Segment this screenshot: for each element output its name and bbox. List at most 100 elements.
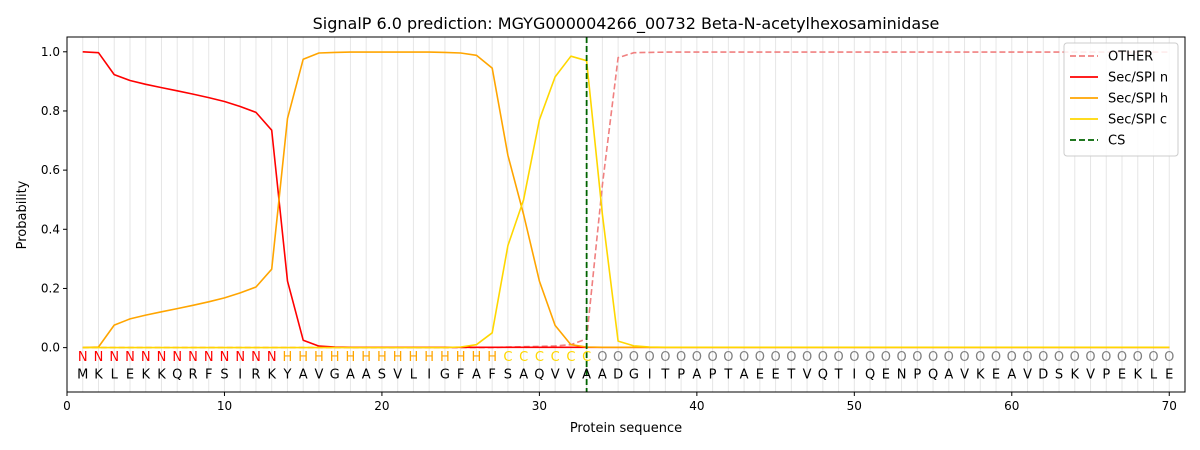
region-label: O (1164, 350, 1174, 365)
residue-label: A (346, 368, 355, 383)
legend-box (1063, 42, 1179, 157)
residue-label: K (976, 368, 985, 383)
residue-label: G (440, 368, 450, 383)
region-label: O (1022, 350, 1032, 365)
region-label: O (975, 350, 985, 365)
region-label: H (393, 350, 403, 365)
residue-label: Q (928, 368, 938, 383)
region-label: O (912, 350, 922, 365)
residue-label: F (457, 368, 464, 383)
region-label: O (849, 350, 859, 365)
region-label: C (519, 350, 528, 365)
legend: OTHER Sec/SPI n Sec/SPI h Sec/SPI c CS (1063, 42, 1179, 157)
residue-label: K (94, 368, 103, 383)
residue-label: T (723, 368, 732, 383)
region-label: H (472, 350, 482, 365)
y-tick-label: 0.2 (41, 281, 60, 295)
region-label: O (1054, 350, 1064, 365)
residue-label: S (1055, 368, 1063, 383)
region-label: O (786, 350, 796, 365)
residue-label: K (1071, 368, 1080, 383)
region-label: O (629, 350, 639, 365)
plot-frame (66, 36, 1186, 393)
residue-label: E (1118, 368, 1126, 383)
region-label: O (613, 350, 623, 365)
region-label: O (1117, 350, 1127, 365)
region-label: O (896, 350, 906, 365)
residue-label: R (251, 368, 260, 383)
series-lines (82, 51, 1170, 349)
residue-label: K (157, 368, 166, 383)
residue-label: S (378, 368, 386, 383)
residue-label: P (913, 368, 921, 383)
region-label: O (660, 350, 670, 365)
y-tick-label: 0.6 (41, 163, 60, 177)
residue-label: E (756, 368, 764, 383)
region-label: H (424, 350, 434, 365)
region-label: O (739, 350, 749, 365)
x-tick-label: 30 (532, 399, 547, 413)
series-line-sec-spi-n (82, 51, 1170, 349)
residue-label: I (427, 368, 431, 383)
region-label: N (125, 350, 135, 365)
region-label: O (1133, 350, 1143, 365)
region-label: O (991, 350, 1001, 365)
region-label: O (1101, 350, 1111, 365)
residue-label: T (786, 368, 795, 383)
region-label: O (928, 350, 938, 365)
residue-label: M (77, 368, 88, 383)
residue-label: A (740, 368, 749, 383)
y-axis-label: Probability (15, 180, 30, 249)
x-tick-label: 0 (63, 399, 71, 413)
residue-label: V (551, 368, 560, 383)
series-line-sec-spi-h (82, 51, 1170, 349)
residue-label: V (960, 368, 969, 383)
residue-label: A (598, 368, 607, 383)
region-label: N (267, 350, 277, 365)
region-label: O (1007, 350, 1017, 365)
series-line-sec-spi-c (82, 55, 1170, 349)
residue-label: L (1150, 368, 1158, 383)
residue-label: K (141, 368, 150, 383)
region-label: H (330, 350, 340, 365)
region-label: H (314, 350, 324, 365)
series-line-other (82, 51, 1170, 349)
residue-label: L (111, 368, 119, 383)
region-label: O (881, 350, 891, 365)
residue-label: A (692, 368, 701, 383)
residue-label: G (330, 368, 340, 383)
residue-label: I (238, 368, 242, 383)
residue-label: R (188, 368, 197, 383)
residue-label: E (1165, 368, 1173, 383)
region-label: N (172, 350, 182, 365)
residue-label: T (834, 368, 843, 383)
x-tick-label: 60 (1004, 399, 1019, 413)
residue-label: K (267, 368, 276, 383)
region-label: O (1148, 350, 1158, 365)
residue-label: V (1023, 368, 1032, 383)
y-tick-label: 1.0 (41, 45, 60, 59)
region-label: H (346, 350, 356, 365)
residue-label: V (314, 368, 323, 383)
region-label: C (535, 350, 544, 365)
region-label: C (503, 350, 512, 365)
x-tick-label: 20 (374, 399, 389, 413)
region-label: N (94, 350, 104, 365)
y-tick-label: 0.0 (41, 341, 60, 355)
region-label: O (959, 350, 969, 365)
residue-label: L (410, 368, 418, 383)
region-label: O (770, 350, 780, 365)
region-label: O (1038, 350, 1048, 365)
region-label: N (188, 350, 198, 365)
region-label: N (251, 350, 261, 365)
region-label: H (487, 350, 497, 365)
residue-label: E (882, 368, 890, 383)
residue-label: I (648, 368, 652, 383)
x-axis-label: Protein sequence (570, 421, 682, 436)
residue-label: P (677, 368, 685, 383)
residue-label: Y (282, 368, 291, 383)
y-axis-ticks: 0.0 0.2 0.4 0.6 0.8 1.0 (41, 45, 67, 355)
region-label: O (1085, 350, 1095, 365)
region-label: O (1070, 350, 1080, 365)
